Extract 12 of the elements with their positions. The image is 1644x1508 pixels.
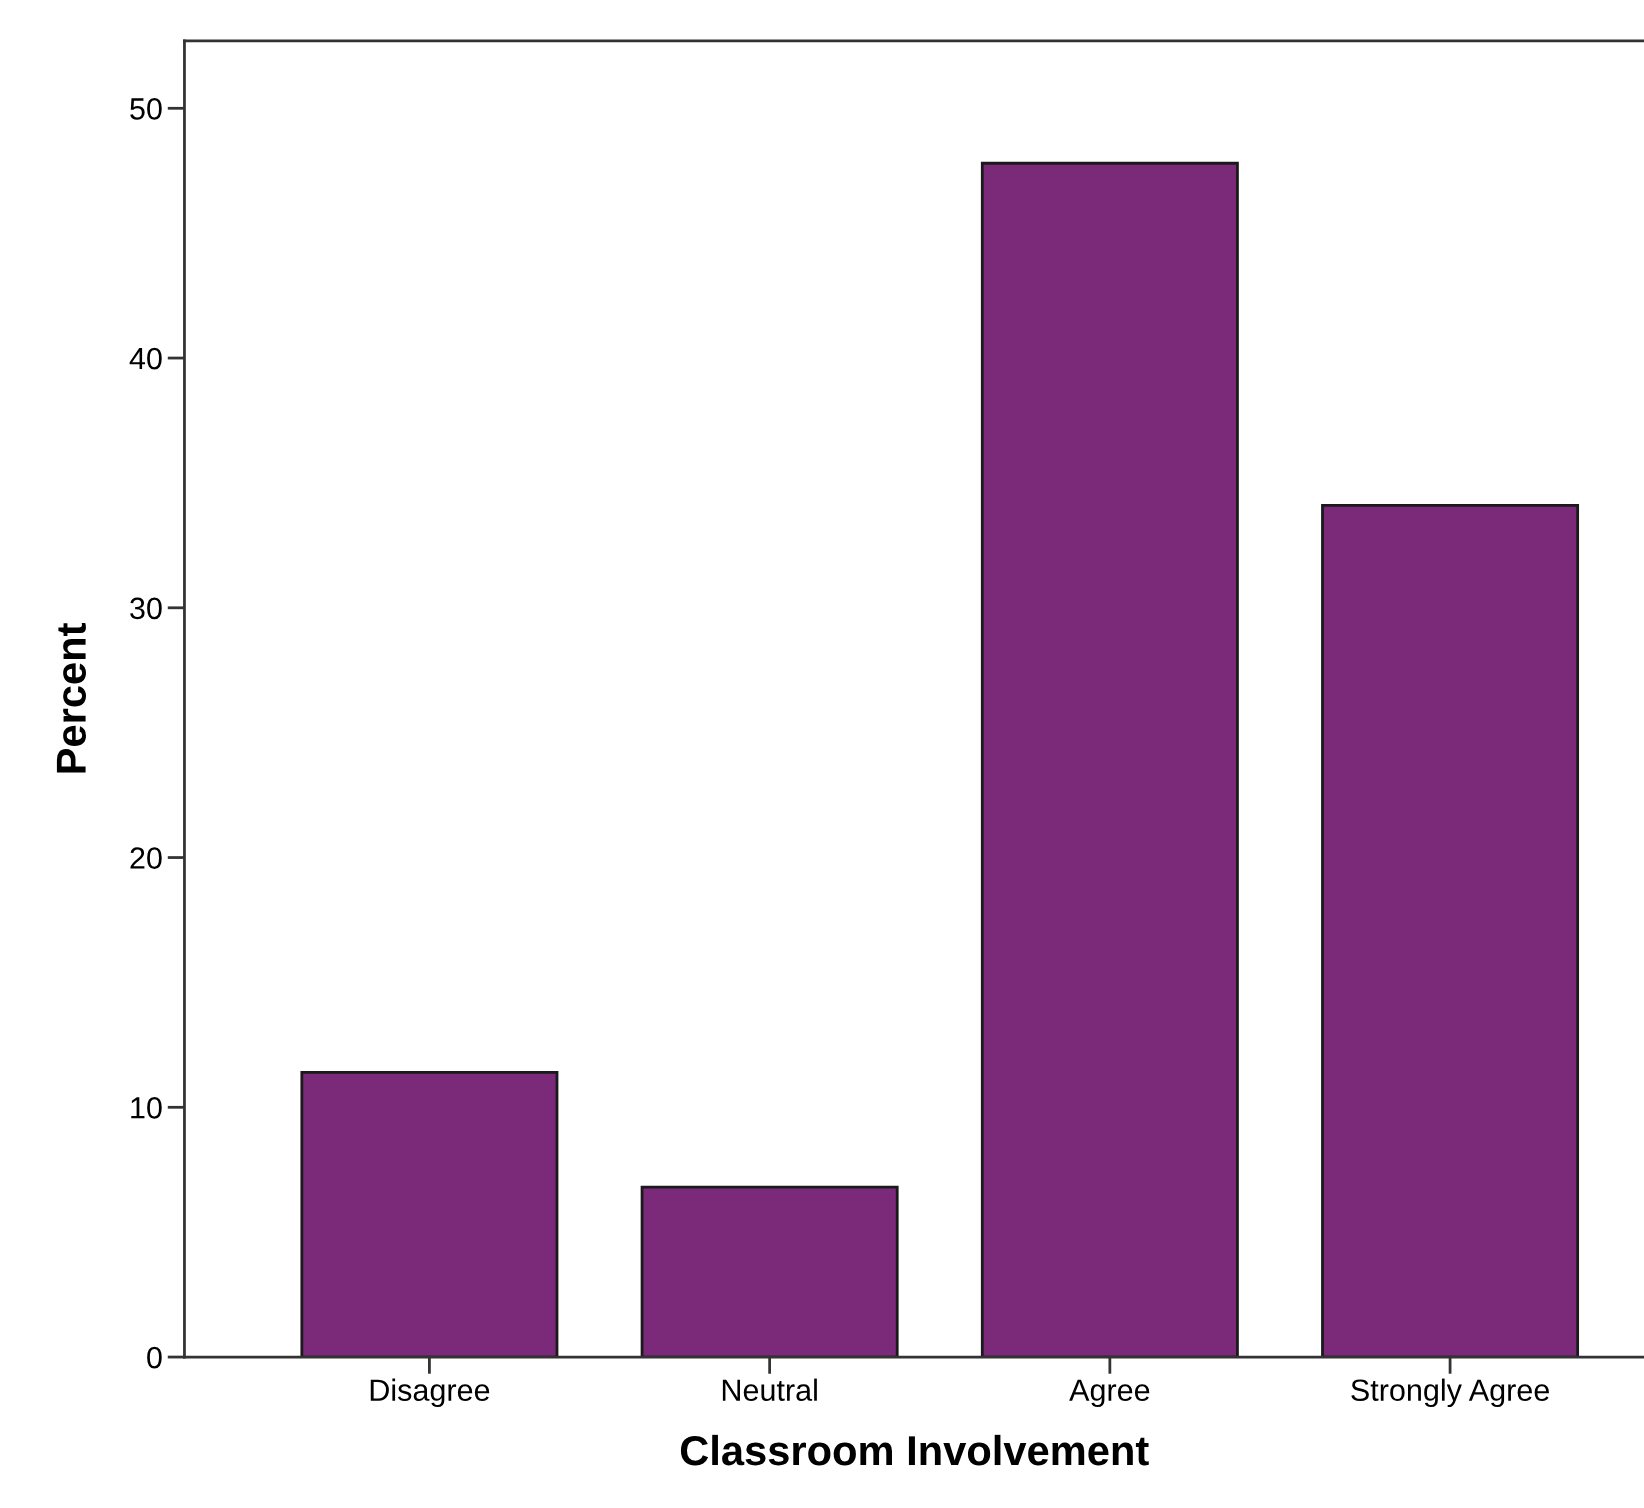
y-axis-title: Percent [56,623,86,773]
x-tick-label: Neutral [722,1378,817,1402]
y-tick-label: 10 [131,1097,162,1119]
y-tick-label: 50 [130,98,162,120]
y-tick-label: 30 [130,597,162,620]
x-axis-title: Classroom Involvement [680,1434,1149,1466]
x-tick-label: Agree [1069,1379,1150,1408]
y-tick-label: 40 [129,347,162,370]
y-tick-label: 20 [130,847,162,869]
x-tick-label: Strongly Agree [1351,1378,1549,1408]
y-tick-label: 0 [147,1346,162,1369]
x-tick-label: Disagree [370,1378,490,1408]
